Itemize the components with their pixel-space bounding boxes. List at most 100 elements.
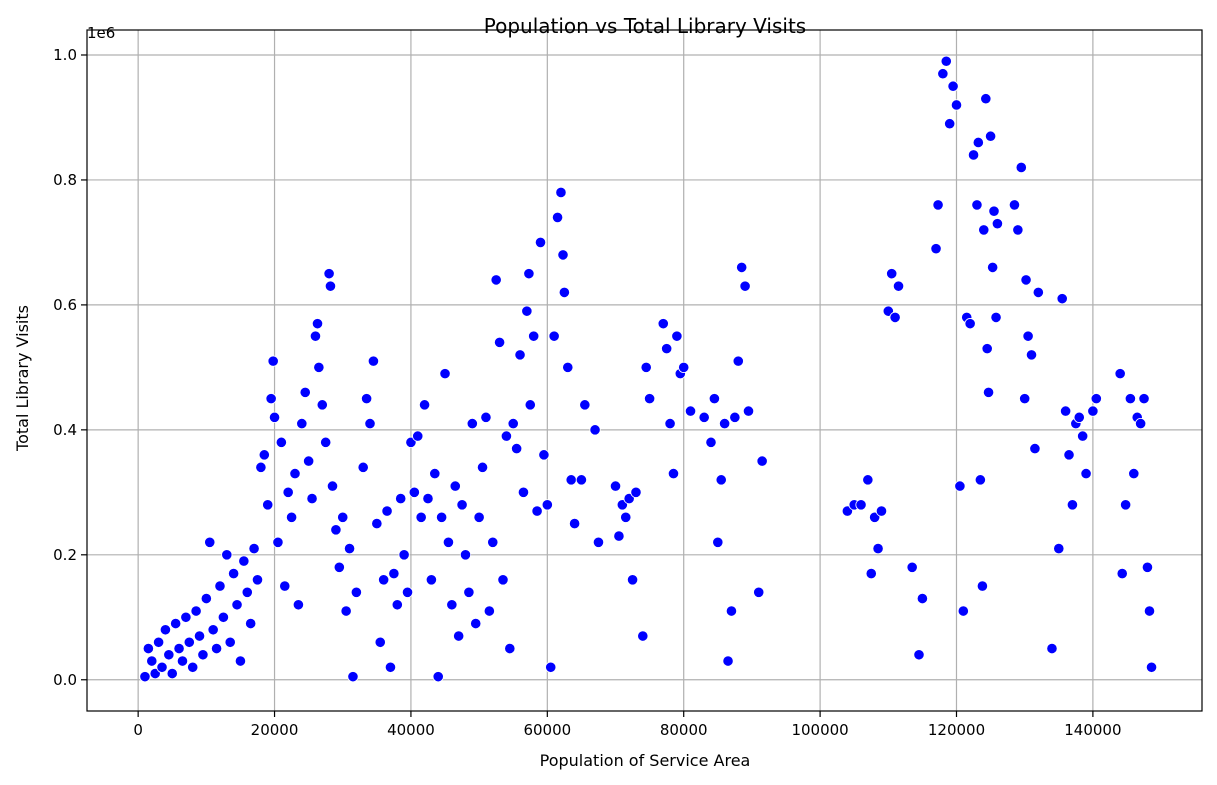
data-point bbox=[579, 399, 591, 411]
data-point bbox=[340, 605, 352, 617]
data-point bbox=[753, 586, 765, 598]
data-point bbox=[990, 311, 1002, 323]
data-point bbox=[391, 599, 403, 611]
data-point bbox=[637, 630, 649, 642]
data-points bbox=[139, 55, 1158, 683]
data-point bbox=[1120, 499, 1132, 511]
data-point bbox=[323, 268, 335, 280]
data-point bbox=[241, 586, 253, 598]
data-point bbox=[463, 586, 475, 598]
data-point bbox=[667, 467, 680, 480]
data-point bbox=[684, 405, 697, 417]
data-point bbox=[408, 486, 420, 498]
data-point bbox=[504, 642, 516, 655]
data-point bbox=[964, 318, 976, 330]
data-point bbox=[326, 480, 339, 492]
data-point bbox=[251, 574, 264, 586]
data-point bbox=[708, 393, 721, 405]
data-point bbox=[1020, 274, 1032, 286]
data-point bbox=[418, 399, 431, 411]
data-point bbox=[613, 530, 625, 542]
data-point bbox=[453, 630, 465, 642]
data-point bbox=[197, 649, 209, 661]
data-point bbox=[972, 136, 984, 149]
data-point bbox=[865, 567, 877, 580]
data-point bbox=[1029, 442, 1041, 455]
data-point bbox=[224, 636, 236, 648]
data-point bbox=[531, 505, 543, 517]
data-point bbox=[981, 343, 993, 355]
data-point bbox=[589, 424, 601, 436]
data-point bbox=[456, 499, 468, 511]
axis-ticks: 0 20000 40000 60000 80000 100000 120000 140000 0… bbox=[53, 46, 1121, 739]
y-axis-offset-label: 1e6 bbox=[87, 24, 115, 42]
y-tick-label: 1.0 bbox=[53, 46, 77, 64]
data-point bbox=[661, 343, 673, 355]
data-point bbox=[971, 199, 983, 211]
data-point bbox=[517, 486, 530, 498]
data-point bbox=[282, 486, 294, 498]
data-point bbox=[183, 636, 195, 648]
data-point bbox=[1066, 499, 1079, 511]
data-point bbox=[1025, 349, 1038, 361]
data-point bbox=[1135, 418, 1147, 430]
data-point bbox=[954, 480, 966, 492]
data-point bbox=[1138, 393, 1150, 405]
data-point bbox=[275, 436, 287, 448]
data-point bbox=[497, 574, 509, 586]
data-point bbox=[299, 386, 311, 398]
data-point bbox=[245, 617, 257, 630]
data-point bbox=[545, 661, 557, 673]
data-point bbox=[187, 661, 199, 673]
data-point bbox=[262, 499, 274, 511]
x-tick-label: 40000 bbox=[387, 721, 435, 739]
data-point bbox=[395, 492, 407, 505]
data-point bbox=[538, 449, 550, 461]
data-point bbox=[267, 355, 279, 367]
data-point bbox=[678, 361, 690, 373]
data-point bbox=[153, 636, 165, 648]
data-point bbox=[401, 586, 414, 598]
data-point bbox=[548, 330, 560, 342]
data-point bbox=[872, 542, 884, 555]
data-point bbox=[984, 130, 997, 142]
data-point bbox=[303, 455, 315, 467]
data-point bbox=[906, 561, 918, 573]
data-point bbox=[982, 386, 995, 398]
data-point bbox=[279, 580, 291, 592]
data-point bbox=[425, 574, 437, 586]
data-point bbox=[609, 480, 622, 492]
data-point bbox=[507, 418, 519, 430]
data-point bbox=[930, 243, 942, 255]
data-point bbox=[381, 505, 393, 517]
data-point bbox=[238, 555, 250, 567]
data-point bbox=[398, 549, 410, 561]
y-tick-label: 0.8 bbox=[53, 171, 77, 189]
data-point bbox=[886, 268, 898, 280]
data-point bbox=[258, 449, 270, 461]
data-point bbox=[937, 68, 949, 80]
data-point bbox=[1124, 393, 1136, 405]
data-point bbox=[228, 567, 240, 580]
data-point bbox=[568, 517, 581, 530]
data-point bbox=[947, 80, 959, 92]
x-tick-label: 80000 bbox=[660, 721, 708, 739]
data-point bbox=[163, 649, 175, 661]
data-point bbox=[950, 99, 963, 111]
data-point bbox=[173, 642, 185, 655]
data-point bbox=[980, 93, 992, 105]
data-point bbox=[1077, 430, 1089, 442]
data-point bbox=[715, 474, 727, 486]
data-point bbox=[255, 461, 267, 473]
plot-frame bbox=[86, 29, 1203, 712]
data-point bbox=[978, 224, 990, 236]
data-point bbox=[565, 474, 577, 486]
data-point bbox=[1022, 330, 1034, 342]
data-point bbox=[1032, 286, 1044, 299]
data-point bbox=[1056, 293, 1068, 305]
data-point bbox=[193, 630, 206, 642]
data-point bbox=[146, 655, 158, 667]
data-point bbox=[139, 671, 151, 683]
data-point bbox=[422, 492, 434, 505]
x-tick-label: 100000 bbox=[791, 721, 848, 739]
